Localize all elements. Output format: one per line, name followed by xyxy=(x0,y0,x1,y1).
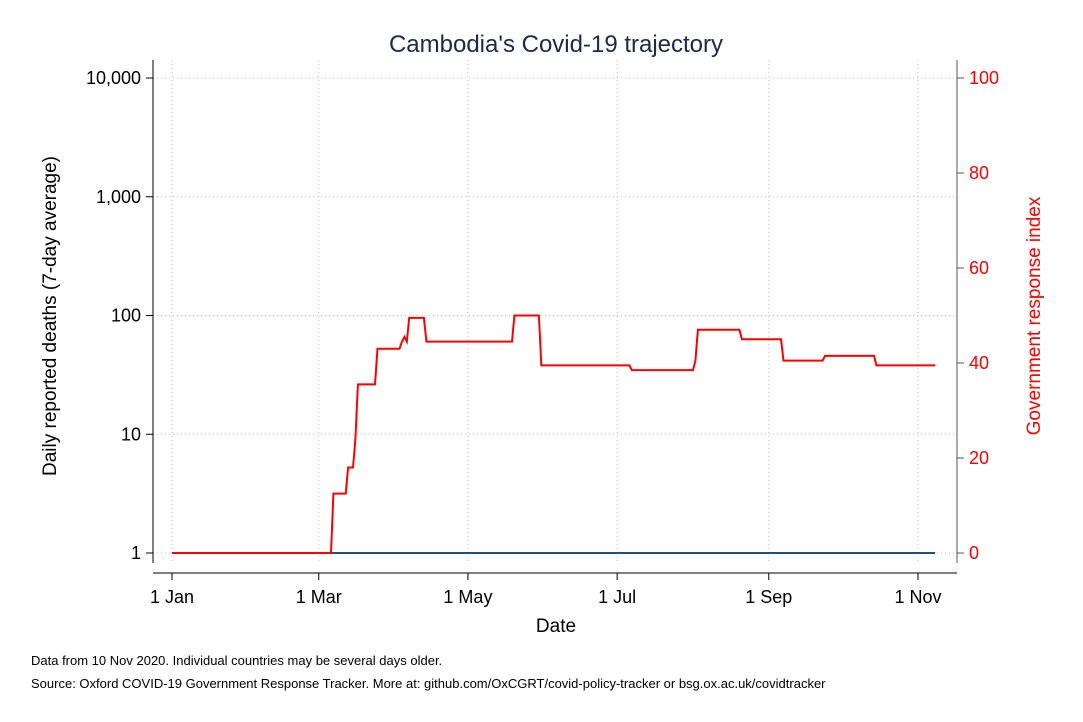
right-y-tick-label: 60 xyxy=(969,258,989,278)
right-y-tick-label: 100 xyxy=(969,68,999,88)
x-axis-label: Date xyxy=(536,616,576,637)
x-tick-label: 1 Sep xyxy=(745,587,792,607)
x-tick-label: 1 Jul xyxy=(598,587,636,607)
chart-title: Cambodia's Covid-19 trajectory xyxy=(389,31,723,58)
right-y-axis-label: Government response index xyxy=(1024,196,1045,435)
x-tick-label: 1 Nov xyxy=(894,587,941,607)
right-y-tick-label: 40 xyxy=(969,353,989,373)
left-y-tick-label: 10,000 xyxy=(86,68,141,88)
left-y-tick-label: 1 xyxy=(131,543,141,563)
left-y-tick-label: 10 xyxy=(121,424,141,444)
x-ticks: 1 Jan 1 Mar 1 May 1 Jul 1 Sep 1 Nov xyxy=(150,573,942,607)
x-tick-label: 1 May xyxy=(443,587,492,607)
left-y-tick-label: 1,000 xyxy=(96,187,141,207)
chart-svg: Cambodia's Covid-19 trajectory 1 10 100 1,0… xyxy=(40,31,1045,637)
x-tick-label: 1 Jan xyxy=(150,587,194,607)
series-layer xyxy=(172,314,936,554)
left-y-axis-label: Daily reported deaths (7-day average) xyxy=(40,156,61,476)
left-y-ticks: 1 10 100 1,000 10,000 xyxy=(86,68,153,563)
x-tick-label: 1 Mar xyxy=(296,587,342,607)
right-y-tick-label: 20 xyxy=(969,448,989,468)
right-y-ticks: 0 20 40 60 80 100 xyxy=(957,68,999,563)
data-date-note: Data from 10 Nov 2020. Individual countr… xyxy=(31,653,443,668)
source-note: Source: Oxford COVID-19 Government Respo… xyxy=(31,676,826,691)
right-y-tick-label: 0 xyxy=(969,543,979,563)
response-index-series-line xyxy=(172,314,936,554)
grid xyxy=(153,60,957,563)
left-y-tick-label: 100 xyxy=(111,306,141,326)
right-y-tick-label: 80 xyxy=(969,163,989,183)
